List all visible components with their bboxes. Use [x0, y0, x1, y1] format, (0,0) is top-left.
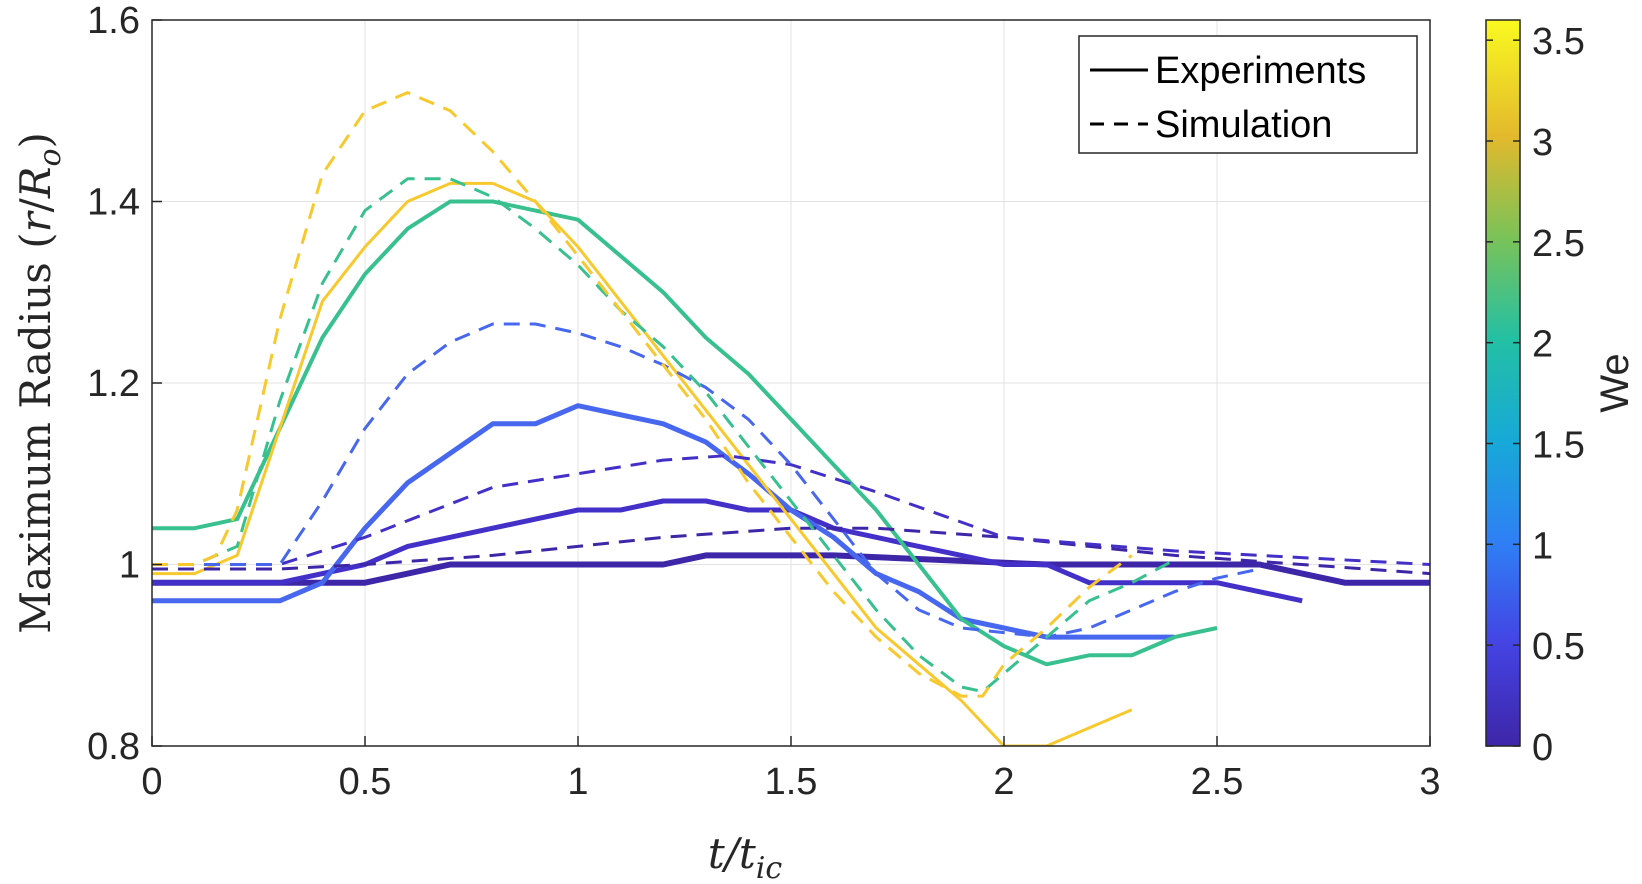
legend-box: [1078, 35, 1418, 154]
x-axis-label: t/tic: [708, 829, 783, 884]
colorbar: 0 0.5 1 1.5 2 2.5 3 3.5 We: [1485, 19, 1637, 769]
colorbar-tick-label: 1: [1532, 525, 1553, 567]
experiment-series-line-1: [152, 498, 1303, 604]
y-tick-label: 1.4: [87, 182, 140, 224]
simulation-series-line-7: [152, 322, 1260, 639]
experiment-series-line-0: [152, 552, 1430, 586]
colorbar-tick-label: 2.5: [1532, 223, 1585, 265]
colorbar-label: We: [1593, 353, 1637, 412]
colorbar-tick-label: 0.5: [1532, 626, 1585, 668]
colorbar-tick-label: 0: [1532, 727, 1553, 769]
x-tick-label: 1: [567, 761, 588, 803]
simulation-series-line-6: [152, 454, 1430, 566]
y-axis-label: Maximum Radius (r/Ro): [11, 132, 68, 634]
legend-label-simulation: Simulation: [1155, 104, 1332, 146]
x-tick-label: 1.5: [765, 761, 818, 803]
colorbar-ticks: 0 0.5 1 1.5 2 2.5 3 3.5: [1486, 21, 1585, 769]
y-tick-label: 1.6: [87, 0, 140, 42]
x-tick-label: 0.5: [339, 761, 392, 803]
colorbar-tick-label: 1.5: [1532, 425, 1585, 467]
simulation-series-line-5: [152, 526, 1430, 576]
legend-label-experiments: Experiments: [1155, 50, 1366, 92]
y-tick-label: 1.2: [87, 363, 140, 405]
colorbar-tick-label: 3: [1532, 122, 1553, 164]
x-tick-label: 0: [141, 761, 162, 803]
experiment-series-line-3: [152, 199, 1218, 667]
axis-ticks: 0 0.5 1 1.5 2 2.5 3 0.8 1 1.2 1.4 1.6: [87, 0, 1440, 803]
x-tick-label: 2.5: [1191, 761, 1244, 803]
colorbar-gradient: [1485, 19, 1521, 747]
y-tick-label: 0.8: [87, 726, 140, 768]
x-tick-label: 3: [1419, 761, 1440, 803]
simulation-series-line-8: [152, 177, 1176, 694]
x-tick-label: 2: [993, 761, 1014, 803]
legend: Experiments Simulation: [1078, 35, 1418, 154]
colorbar-tick-label: 3.5: [1532, 21, 1585, 63]
colorbar-tick-label: 2: [1532, 324, 1553, 366]
series-layer: [152, 91, 1430, 746]
y-tick-label: 1: [119, 545, 140, 587]
experiment-series-line-2: [152, 403, 1175, 640]
simulation-series-line-9: [152, 91, 1133, 698]
